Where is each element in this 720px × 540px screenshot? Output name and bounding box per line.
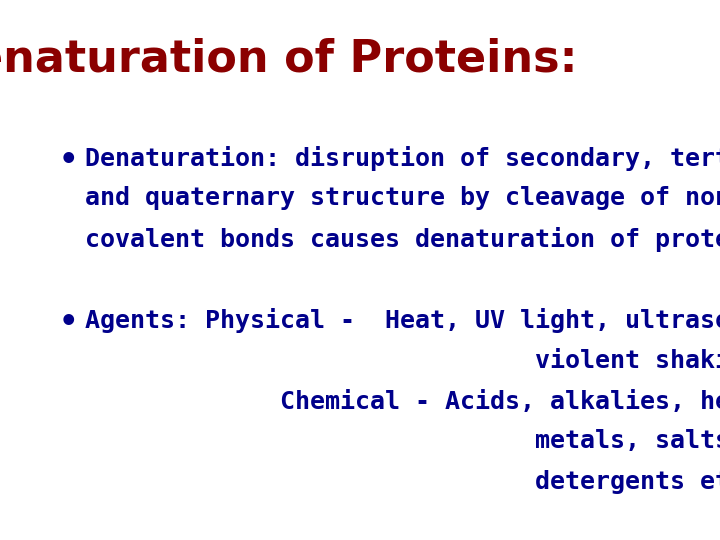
Text: violent shaking etc.: violent shaking etc. [85,348,720,373]
Text: Agents: Physical -  Heat, UV light, ultrasound,: Agents: Physical - Heat, UV light, ultra… [85,308,720,333]
Text: •: • [59,146,78,175]
Text: •: • [59,308,78,337]
Text: Denaturation of Proteins:: Denaturation of Proteins: [0,38,577,81]
Text: Denaturation: disruption of secondary, tertiary: Denaturation: disruption of secondary, t… [85,146,720,171]
Text: metals, salts, urea,: metals, salts, urea, [85,429,720,453]
Text: covalent bonds causes denaturation of proteins.: covalent bonds causes denaturation of pr… [85,227,720,252]
Text: detergents etc.: detergents etc. [85,470,720,494]
Text: Chemical - Acids, alkalies, heavy: Chemical - Acids, alkalies, heavy [85,389,720,414]
Text: and quaternary structure by cleavage of non-: and quaternary structure by cleavage of … [85,186,720,210]
